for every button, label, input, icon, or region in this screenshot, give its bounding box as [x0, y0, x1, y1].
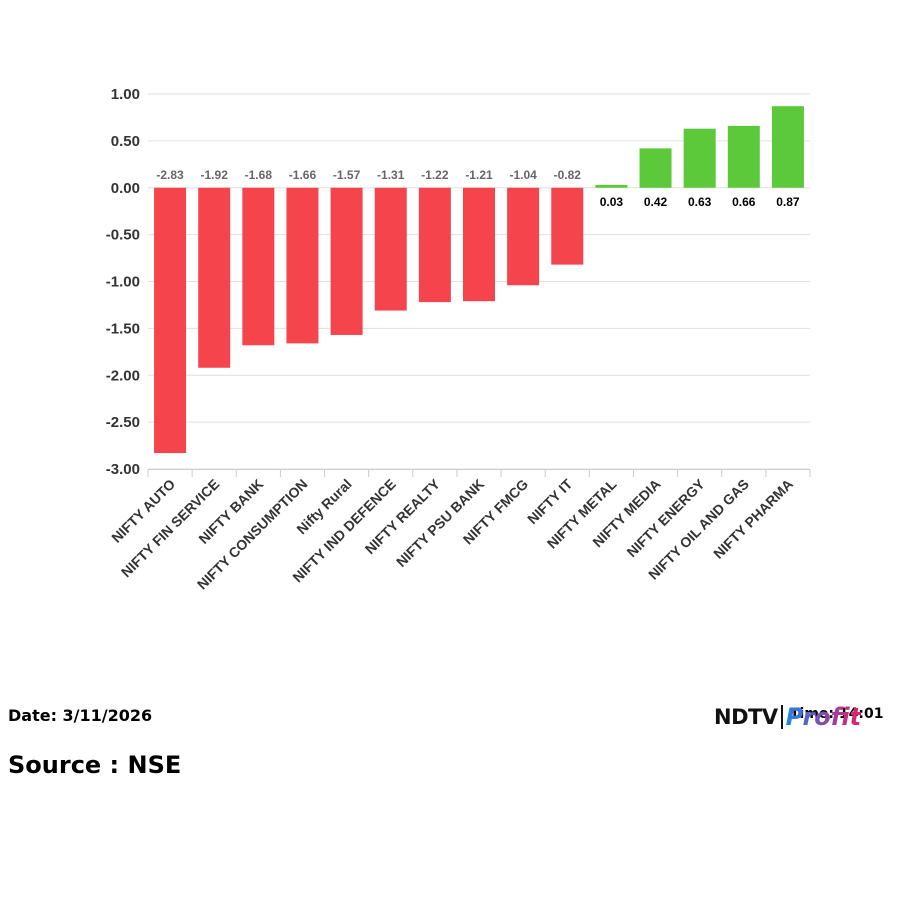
- y-tick-label: -1.50: [106, 320, 140, 337]
- y-tick-label: -2.00: [106, 367, 140, 384]
- x-axis: [147, 469, 811, 477]
- footer-date: Date: 3/11/2026: [8, 706, 153, 725]
- bar: [507, 187, 540, 286]
- bar: [242, 187, 275, 346]
- y-tick-label: 0.00: [111, 180, 140, 197]
- y-tick-label: -2.50: [106, 414, 140, 431]
- data-label: 0.42: [644, 195, 668, 209]
- y-tick-label: -0.50: [106, 227, 140, 244]
- bar: [418, 187, 451, 303]
- y-tick-label: 0.50: [111, 133, 140, 150]
- bar: [286, 187, 319, 344]
- y-tick-label: 1.00: [111, 86, 140, 103]
- data-label: 0.03: [600, 195, 624, 209]
- footer-time: Time: 14:01: [790, 706, 884, 722]
- data-label: -1.68: [245, 168, 273, 182]
- data-label: -2.83: [156, 168, 184, 182]
- x-category-label: NIFTY ENERGY: [623, 475, 708, 560]
- logo-divider: [780, 705, 783, 729]
- footer-source: Source : NSE: [8, 751, 182, 779]
- data-labels: -2.83 -1.92 -1.68 -1.66 -1.57 -1.31 -1.22 -1.21…: [156, 168, 800, 209]
- data-label: -1.66: [289, 168, 317, 182]
- data-label: -1.57: [333, 168, 361, 182]
- bar: [771, 106, 804, 188]
- bar: [198, 187, 231, 368]
- y-axis-tick-labels: 1.00 0.50 0.00 -0.50 -1.00 -1.50 -2.00 -2.50 -3.…: [106, 86, 140, 478]
- logo-profit-text: Profit: [785, 703, 862, 731]
- data-label: -1.21: [465, 168, 493, 182]
- y-tick-label: -1.00: [106, 274, 140, 291]
- data-label: -1.31: [377, 168, 405, 182]
- data-label: 0.66: [732, 195, 756, 209]
- bar: [463, 187, 495, 302]
- bar: [154, 187, 187, 454]
- bar: [374, 187, 407, 311]
- bar-chart: 1.00 0.50 0.00 -0.50 -1.00 -1.50 -2.00 -2.50 -3.…: [106, 86, 811, 593]
- bar: [595, 184, 628, 188]
- logo-ndtv-text: NDTV: [714, 705, 778, 729]
- bar: [330, 187, 363, 335]
- bar: [683, 128, 716, 188]
- bar: [727, 125, 760, 188]
- bars: [154, 106, 804, 454]
- bar: [551, 187, 584, 265]
- data-label: 0.87: [776, 195, 800, 209]
- data-label: 0.63: [688, 195, 712, 209]
- x-category-label: NIFTY REALTY: [362, 475, 444, 557]
- x-category-label: NIFTY PHARMA: [710, 476, 796, 562]
- data-label: -1.92: [201, 168, 229, 182]
- data-label: -0.82: [554, 168, 582, 182]
- data-label: -1.22: [421, 168, 449, 182]
- data-label: -1.04: [509, 168, 537, 182]
- ndtv-profit-logo: NDTV Profit: [714, 700, 861, 734]
- y-tick-label: -3.00: [106, 461, 140, 478]
- bar: [639, 148, 672, 188]
